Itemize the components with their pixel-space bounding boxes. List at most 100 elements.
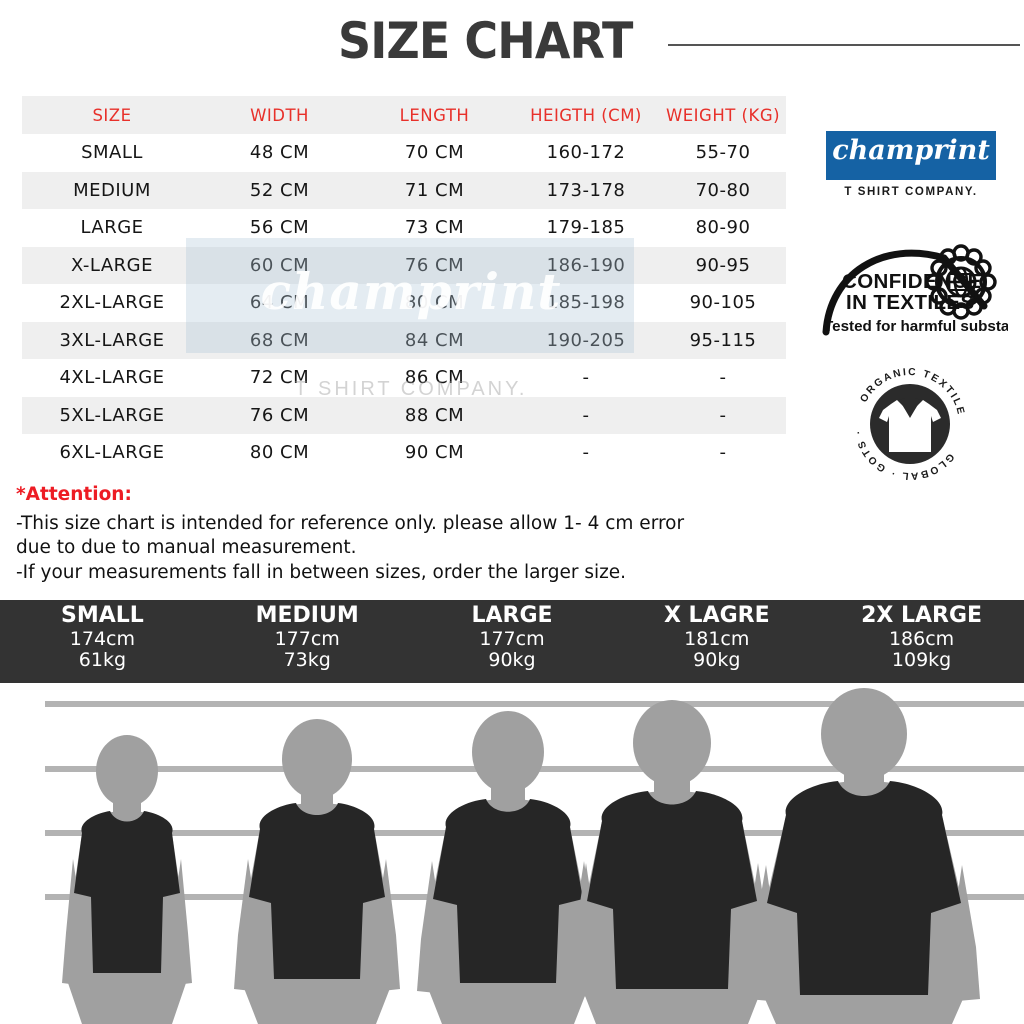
cell-width: 72 CM [249,367,310,389]
table-row: 2XL-LARGE 64 CM 80 CM 185-198 90-105 [22,284,786,322]
cell-size: LARGE [80,217,144,239]
silhouette-lineup [0,683,1024,1024]
table-row: SMALL 48 CM 70 CM 160-172 55-70 [22,134,786,172]
cell-size: X-LARGE [70,254,153,276]
cell-size: 5XL-LARGE [59,404,165,426]
cell-weight: - [719,442,727,464]
size-bar-name: SMALL [60,603,144,628]
cell-length: 84 CM [404,329,465,351]
confidence-in-textiles-badge-icon: CONFIDENCE IN TEXTILES Tested for harmfu… [822,232,1008,340]
cell-heigth: 173-178 [546,179,626,201]
cell-weight: 90-105 [689,292,757,314]
title-area: SIZE CHART [0,0,1024,88]
cell-heigth: 185-198 [546,292,626,314]
brand-logo-script: champrint [832,135,990,166]
cell-length: 73 CM [404,217,465,239]
table-row: 5XL-LARGE 76 CM 88 CM - - [22,396,786,434]
table-row: MEDIUM 52 CM 71 CM 173-178 70-80 [22,171,786,209]
cell-length: 70 CM [404,142,465,164]
cell-heigth: - [582,367,590,389]
column-header-width: WIDTH [250,105,309,125]
cell-weight: 95-115 [689,329,757,351]
cell-length: 80 CM [404,292,465,314]
size-bar-height: 177cm [274,627,340,650]
cell-length: 86 CM [404,367,465,389]
attention-line: due to due to manual measurement. [16,537,357,559]
size-bar-item-2xlarge: 2X LARGE 186cm 109kg [819,600,1024,683]
table-row: X-LARGE 60 CM 76 CM 186-190 90-95 [22,246,786,284]
size-bar-item-small: SMALL 174cm 61kg [0,600,205,683]
cell-width: 48 CM [249,142,310,164]
size-bar-weight: 109kg [891,648,952,671]
column-header-size: SIZE [92,105,132,125]
page-title: SIZE CHART [338,12,633,70]
cell-width: 76 CM [249,404,310,426]
cell-heigth: - [582,404,590,426]
size-bar-name: 2X LARGE [861,603,983,628]
cell-length: 71 CM [404,179,465,201]
cell-width: 60 CM [249,254,310,276]
size-bar-weight: 90kg [693,648,741,671]
svg-text:CONFIDENCE: CONFIDENCE [842,270,982,293]
table-row: 3XL-LARGE 68 CM 84 CM 190-205 95-115 [22,321,786,359]
cell-weight: 80-90 [695,217,751,239]
cell-heigth: 160-172 [546,142,626,164]
brand-logo-subtitle: T SHIRT COMPANY. [844,186,978,198]
table-row: 4XL-LARGE 72 CM 86 CM - - [22,359,786,397]
silhouette-2xlarge [748,688,980,1024]
size-bar-item-medium: MEDIUM 177cm 73kg [205,600,410,683]
cell-size: 2XL-LARGE [59,292,165,314]
size-bar-weight: 61kg [78,648,127,671]
column-header-weight: WEIGHT (KG) [665,105,781,125]
cell-length: 90 CM [404,442,465,464]
size-bar-height: 174cm [69,627,136,650]
cell-width: 56 CM [249,217,310,239]
cell-size: 3XL-LARGE [59,329,165,351]
size-bar-height: 177cm [479,627,545,650]
size-bar-weight: 90kg [488,648,536,671]
cell-heigth: 186-190 [546,254,626,276]
cell-width: 80 CM [249,442,310,464]
cell-size: 6XL-LARGE [59,442,165,464]
size-chart-table: SIZE WIDTH LENGTH HEIGTH (CM) WEIGHT (KG… [22,96,786,472]
column-header-length: LENGTH [399,105,470,125]
size-bar-weight: 73kg [283,648,331,671]
table-header-row: SIZE WIDTH LENGTH HEIGTH (CM) WEIGHT (KG… [22,96,786,134]
cell-width: 52 CM [249,179,310,201]
size-bar-item-xlarge: X LAGRE 181cm 90kg [614,600,819,683]
table-row: 6XL-LARGE 80 CM 90 CM - - [22,434,786,472]
cell-width: 68 CM [249,329,310,351]
cell-heigth: - [582,442,590,464]
brand-logo-box: champrint [826,131,996,180]
size-bar-name: LARGE [471,603,553,628]
column-header-heigth: HEIGTH (CM) [530,105,642,125]
silhouette-small [62,735,192,1024]
table-row: LARGE 56 CM 73 CM 179-185 80-90 [22,209,786,247]
svg-text:IN TEXTILES: IN TEXTILES [846,291,975,314]
cell-weight: 70-80 [695,179,751,201]
cell-width: 64 CM [249,292,310,314]
cell-size: 4XL-LARGE [59,367,165,389]
gots-organic-textile-standard-badge-icon: ORGANIC TEXTILE STANDARD GLOBAL · GOTS · [845,360,975,482]
cell-weight: - [719,404,727,426]
silhouette-medium [234,719,400,1024]
attention-heading: *Attention: [16,484,132,505]
cell-size: MEDIUM [73,179,151,201]
svg-text:Tested for harmful substances: Tested for harmful substances [824,318,1008,335]
size-bar-name: MEDIUM [255,603,359,628]
attention-block: *Attention: -This size chart is intended… [16,484,816,585]
size-comparison-bar: SMALL 174cm 61kg MEDIUM 177cm 73kg LARGE… [0,600,1024,683]
size-bar-height: 186cm [888,627,955,650]
cell-heigth: 190-205 [546,329,626,351]
title-rule [668,44,1020,46]
attention-line: -If your measurements fall in between si… [16,561,627,583]
cell-length: 76 CM [404,254,465,276]
silhouette-large [417,711,599,1024]
cell-weight: 90-95 [695,254,751,276]
cell-length: 88 CM [404,404,465,426]
cell-heigth: 179-185 [546,217,626,239]
size-bar-name: X LAGRE [663,603,770,628]
cell-weight: 55-70 [695,142,751,164]
size-bar-height: 181cm [684,627,750,650]
cell-size: SMALL [81,142,143,164]
